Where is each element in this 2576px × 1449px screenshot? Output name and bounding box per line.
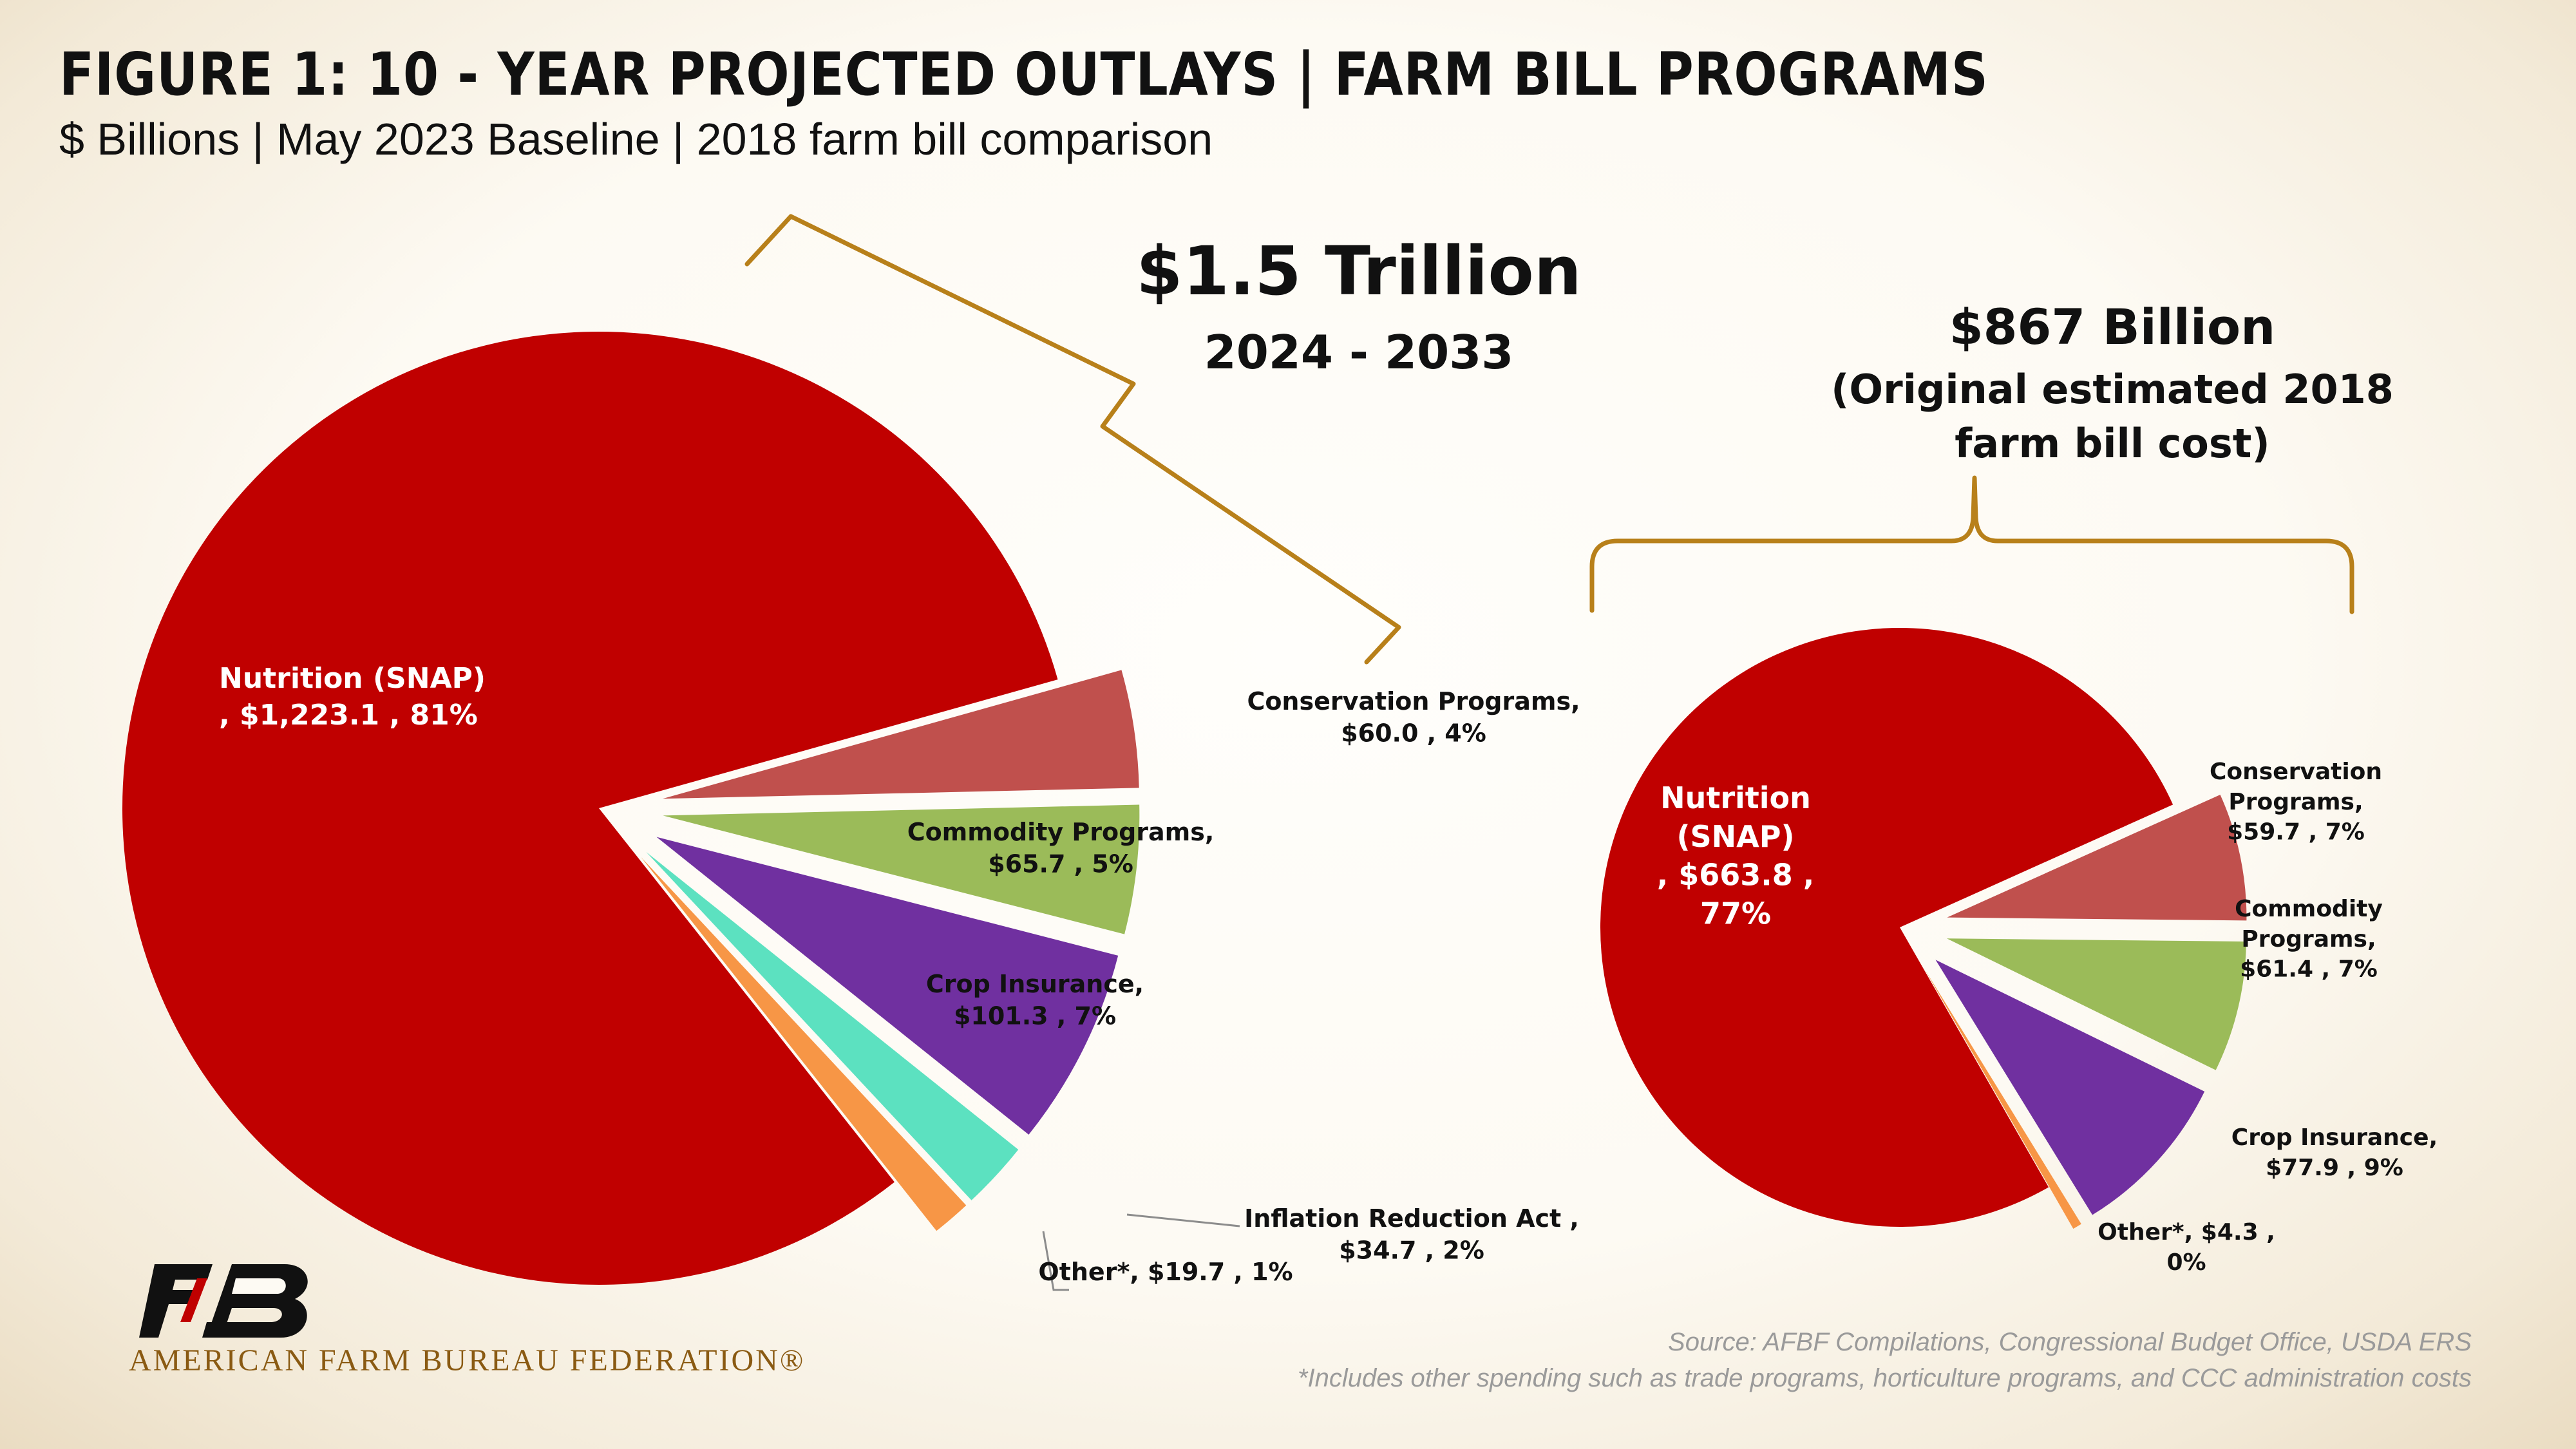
pie1-label-other: Other*, $19.7 , 1% bbox=[1038, 1258, 1293, 1286]
pie2-total-subtitle: (Original estimated 2018 farm bill cost) bbox=[1758, 363, 2467, 471]
pie1-bracket bbox=[744, 214, 1401, 665]
pie1-label-conservation-programs: Conservation Programs, $60.0 , 4% bbox=[1247, 687, 1580, 747]
slice-labels: Nutrition (SNAP), $1,223.1 , 81% Conserva… bbox=[219, 662, 2438, 1286]
pie1-leader-inflation-reduction-act bbox=[1126, 1213, 1240, 1227]
organization-name: AMERICAN FARM BUREAU FEDERATION® bbox=[129, 1343, 806, 1378]
pie1-total-years: 2024 - 2033 bbox=[1204, 325, 1514, 379]
chart-title: FIGURE 1: 10 - YEAR PROJECTED OUTLAYS | … bbox=[59, 40, 1989, 109]
brackets bbox=[744, 214, 2354, 665]
pie2-label-other: Other*, $4.3 , 0% bbox=[2098, 1219, 2275, 1276]
pie2-slice-nutrition-snap bbox=[1600, 627, 2174, 1227]
pie2-subtitle-line1: (Original estimated 2018 bbox=[1831, 366, 2394, 413]
pie2-bracket bbox=[1589, 475, 2354, 614]
pie1-leader-other bbox=[1042, 1231, 1069, 1291]
afbf-logo-icon bbox=[139, 1264, 308, 1338]
pie2-label-nutrition-snap: Nutrition (SNAP), $663.8 , 77% bbox=[1657, 781, 1815, 931]
leader-lines bbox=[1042, 1213, 1240, 1291]
pie1-total-title: $1.5 Trillion bbox=[1136, 232, 1582, 310]
pie1-slice-inflation-reduction-act bbox=[646, 851, 1019, 1200]
pie2-label-conservation-programs: Conservation Programs, $59.7 , 7% bbox=[2210, 759, 2382, 846]
pie2-slice-conservation-programs bbox=[1947, 795, 2247, 921]
source-note: Source: AFBF Compilations, Congressional… bbox=[1668, 1328, 2472, 1356]
footnote: *Includes other spending such as trade p… bbox=[1297, 1364, 2472, 1392]
pie2-subtitle-line2: farm bill cost) bbox=[1955, 420, 2270, 467]
pie1-slice-commodity-programs bbox=[663, 804, 1140, 934]
pie2-slice-commodity-programs bbox=[1946, 938, 2246, 1070]
pie1-label-nutrition-snap: Nutrition (SNAP), $1,223.1 , 81% bbox=[219, 662, 486, 732]
pie-slices bbox=[122, 332, 2247, 1285]
pie1-slice-conservation-programs bbox=[662, 670, 1139, 799]
pie2-label-commodity-programs: Commodity Programs, $61.4 , 7% bbox=[2235, 896, 2383, 983]
pie1-label-inflation-reduction-act: Inflation Reduction Act , $34.7 , 2% bbox=[1244, 1204, 1579, 1264]
pie1-slice-crop-insurance bbox=[656, 837, 1119, 1135]
pie1-label-crop-insurance: Crop Insurance, $101.3 , 7% bbox=[926, 970, 1144, 1030]
pie2-label-crop-insurance: Crop Insurance, $77.9 , 9% bbox=[2231, 1124, 2438, 1181]
pie2-slice-other bbox=[1924, 969, 2081, 1229]
pie1-label-commodity-programs: Commodity Programs, $65.7 , 5% bbox=[907, 818, 1215, 878]
pie2-total-title: $867 Billion bbox=[1949, 298, 2276, 355]
pie2-slice-crop-insurance bbox=[1935, 960, 2205, 1215]
pie1-slice-other bbox=[641, 857, 967, 1231]
chart-subtitle: $ Billions | May 2023 Baseline | 2018 fa… bbox=[59, 114, 1213, 164]
pie1-slice-nutrition-snap bbox=[122, 332, 1058, 1285]
